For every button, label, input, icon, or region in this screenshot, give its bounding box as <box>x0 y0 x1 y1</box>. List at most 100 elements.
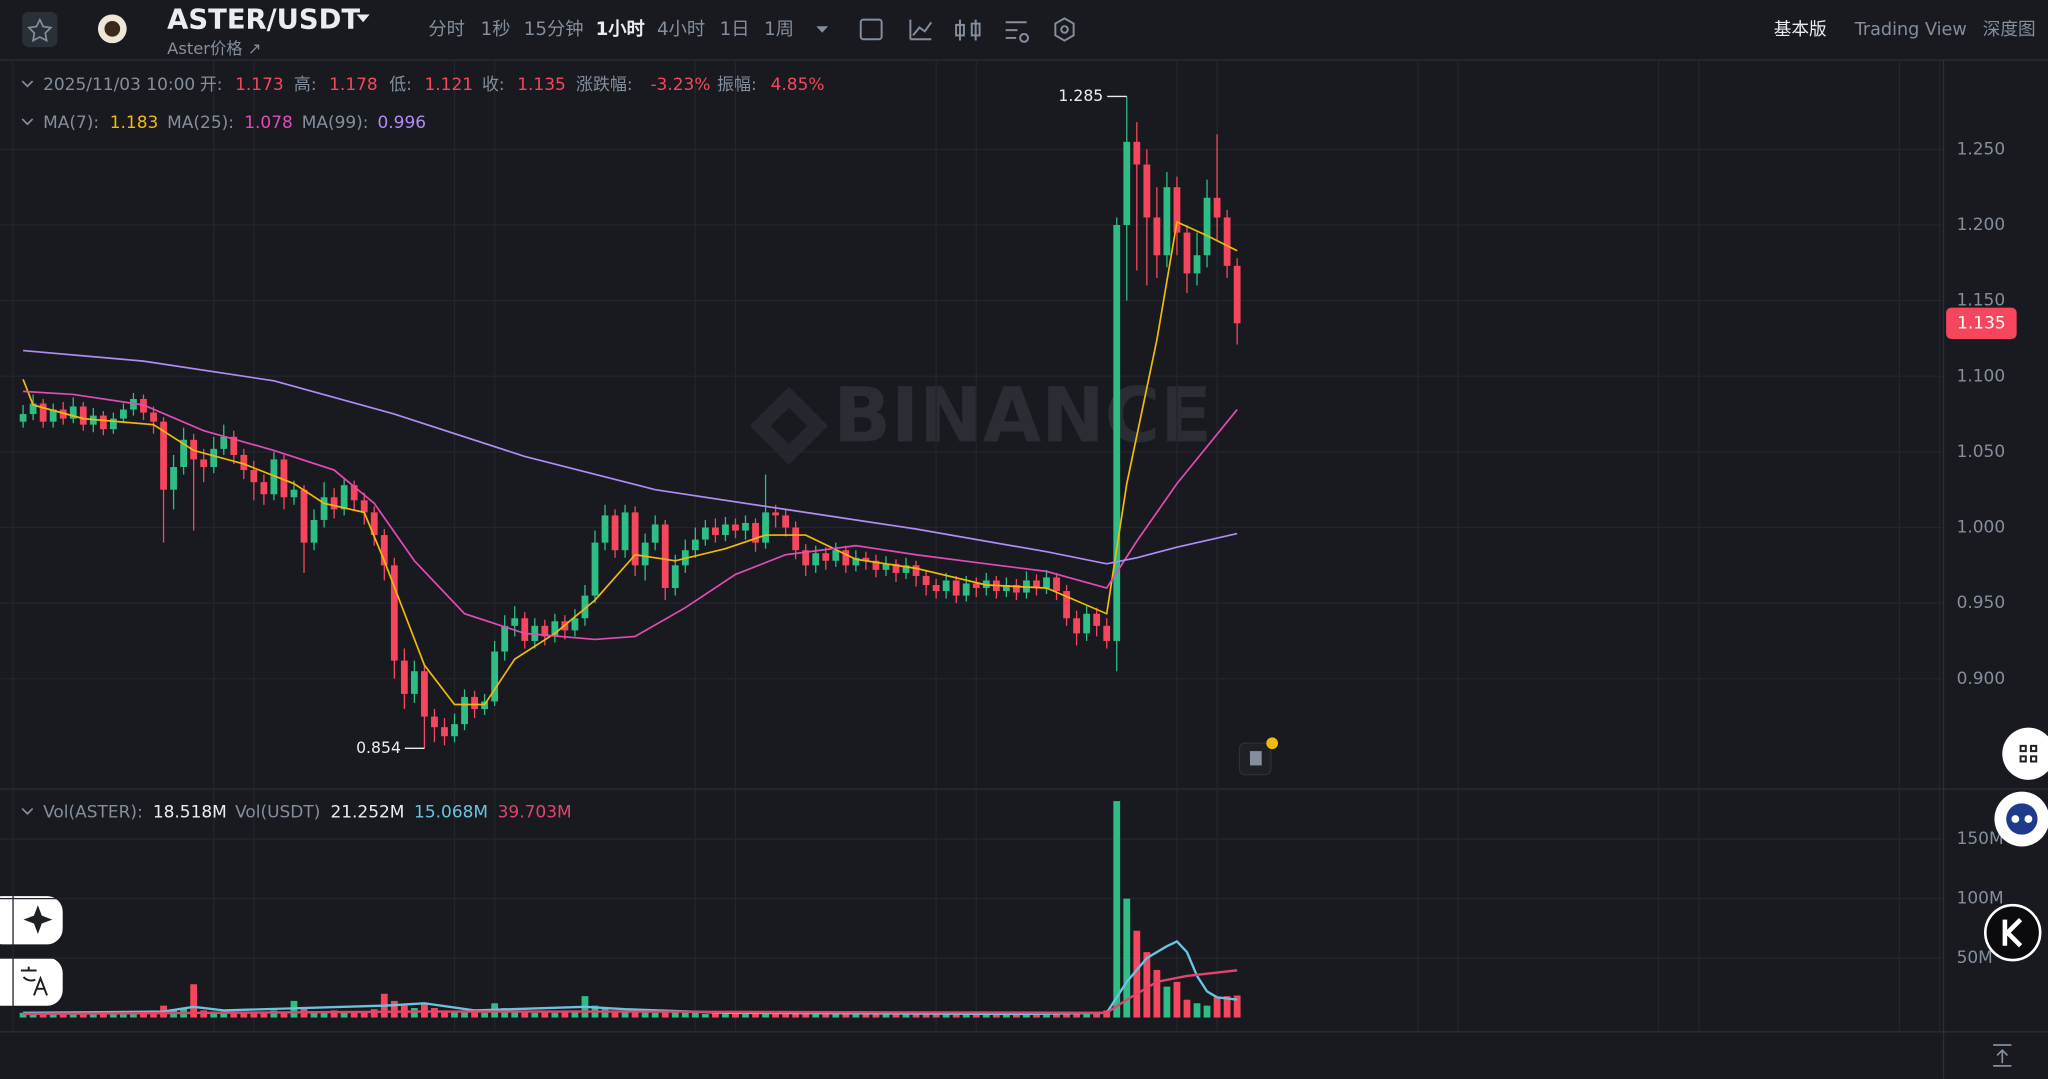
shortcut-button[interactable] <box>2002 727 2048 780</box>
volume-bar <box>882 1013 890 1018</box>
favorite-button[interactable] <box>22 11 58 48</box>
candle-body <box>742 522 749 531</box>
candle-body <box>109 418 117 430</box>
candle-icon[interactable] <box>955 19 981 41</box>
y-tick-label: 1.150 <box>1957 291 2006 311</box>
candle-body <box>210 448 218 468</box>
candle-body <box>1203 197 1211 256</box>
candle-body <box>912 565 920 576</box>
volume-bar <box>802 1013 810 1018</box>
volume-bar <box>691 1012 699 1018</box>
scale-reset-icon[interactable] <box>1993 1044 2012 1067</box>
candle-body <box>641 542 649 566</box>
symbol-dropdown[interactable] <box>356 14 370 23</box>
candle-body <box>1223 217 1231 266</box>
line-series <box>23 969 1238 1016</box>
candle-body <box>431 716 438 728</box>
candle-body <box>822 553 830 561</box>
candle-body <box>1013 584 1020 593</box>
volume-bar <box>89 1013 97 1018</box>
candle-body <box>521 618 529 641</box>
candle-body <box>872 560 880 570</box>
volume-bar <box>551 1012 559 1018</box>
candle-body <box>541 625 549 637</box>
volume-bar <box>340 1012 348 1018</box>
coin-logo-inner <box>104 20 121 37</box>
candle-body <box>1043 577 1050 589</box>
legend-name: MA(25): <box>167 113 234 133</box>
translate-button[interactable] <box>0 957 63 1006</box>
collapse-icon[interactable] <box>21 807 34 815</box>
volume-bar <box>742 1013 749 1018</box>
candle-body <box>762 512 769 543</box>
volume-bar <box>1103 1010 1111 1018</box>
volume-bar <box>471 1011 478 1018</box>
candle-body <box>280 459 288 498</box>
view-tab[interactable]: 基本版 <box>1774 19 1827 40</box>
candle-body <box>892 563 900 573</box>
interval-tab[interactable]: 4小时 <box>657 19 705 40</box>
collapse-icon[interactable] <box>21 80 34 88</box>
candle-body <box>1113 225 1121 641</box>
candle-body <box>832 550 840 561</box>
candle-body <box>250 470 258 483</box>
watermark: BINANCE <box>833 372 1212 460</box>
volume-bar <box>190 984 198 1018</box>
legend-value: 18.518M <box>153 802 227 822</box>
indicator-icon[interactable] <box>1005 21 1029 43</box>
legend-value: 1.183 <box>110 113 159 133</box>
info-label: 开: <box>200 75 223 95</box>
volume-bar <box>561 1011 569 1018</box>
volume-bar <box>701 1013 709 1018</box>
y-tick-label: 100M <box>1957 889 2004 909</box>
volume-bar <box>1203 1005 1211 1018</box>
volume-bar <box>1002 1013 1010 1018</box>
calendar-icon[interactable] <box>859 18 883 41</box>
volume-bar <box>511 1010 519 1018</box>
candle-body <box>1123 141 1131 226</box>
candle-body <box>471 696 478 710</box>
interval-tab[interactable]: 分时 <box>428 19 465 40</box>
settings-icon[interactable] <box>1054 17 1075 42</box>
subtitle[interactable]: Aster价格 ↗ <box>167 39 261 58</box>
candle-body <box>19 414 27 422</box>
volume-bar <box>972 1013 980 1018</box>
candle-body <box>671 565 679 589</box>
candle-body <box>69 406 77 419</box>
volume-bar <box>752 1011 759 1018</box>
interval-tab[interactable]: 1日 <box>720 19 750 40</box>
view-tab[interactable]: Trading View <box>1854 20 1967 40</box>
legend-value: 39.703M <box>498 802 572 822</box>
volume-bar <box>932 1013 940 1018</box>
y-tick-label: 150M <box>1957 829 2004 849</box>
candle-body <box>29 403 37 415</box>
k-button[interactable] <box>1983 903 2042 962</box>
interval-tab[interactable]: 1小时 <box>596 19 645 40</box>
volume-bar <box>140 1012 147 1018</box>
candle-body <box>1143 164 1151 218</box>
candle-body <box>1153 217 1161 256</box>
candle-body <box>732 524 739 531</box>
info-label: 收: <box>482 75 505 95</box>
interval-dropdown[interactable] <box>816 26 829 33</box>
volume-bar <box>892 1013 900 1018</box>
line-series <box>23 940 1238 1016</box>
collapse-icon[interactable] <box>21 118 34 126</box>
line-icon[interactable] <box>909 19 933 41</box>
candle-body <box>270 459 278 495</box>
legend-value: 21.252M <box>330 802 404 822</box>
k-icon <box>2002 917 2023 948</box>
symbol[interactable]: ASTER/USDT <box>167 4 360 35</box>
volume-bar <box>461 1010 468 1018</box>
interval-tab[interactable]: 1周 <box>764 19 794 40</box>
view-tab[interactable]: 深度图 <box>1983 19 2036 40</box>
plot-area: 10/2920:0010/3020:0010/3120:0011/0120:00… <box>0 60 1944 1032</box>
candle-body <box>39 403 47 422</box>
candle-body <box>491 651 499 702</box>
star-icon <box>27 17 53 43</box>
volume-bar <box>441 1010 448 1018</box>
info-label: 振幅: <box>717 75 757 95</box>
interval-tab[interactable]: 1秒 <box>481 19 511 40</box>
candle-body <box>701 527 709 540</box>
interval-tab[interactable]: 15分钟 <box>524 19 584 40</box>
